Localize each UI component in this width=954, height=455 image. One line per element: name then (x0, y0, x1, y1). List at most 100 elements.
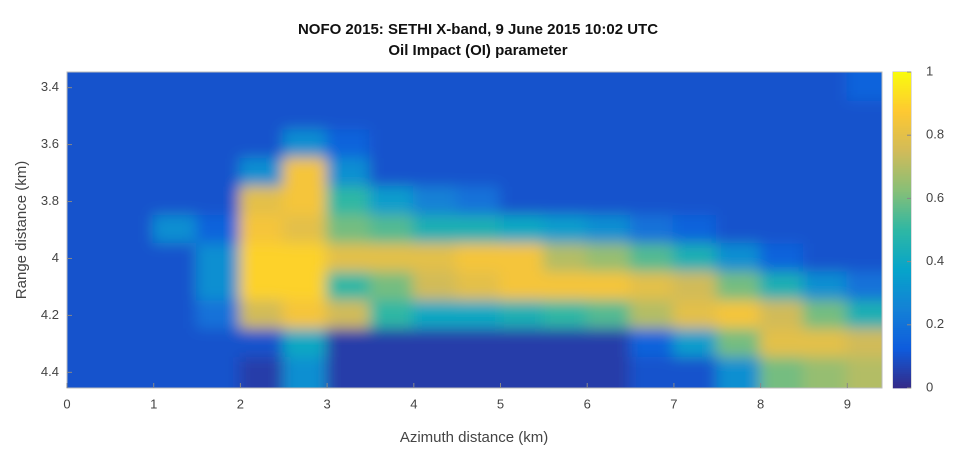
heatmap-cell (369, 52, 414, 102)
colorbar-step (893, 326, 911, 328)
colorbar-step (893, 92, 911, 94)
heatmap-cell (196, 272, 241, 302)
heatmap-cell (543, 243, 588, 273)
heatmap-cell (760, 272, 805, 302)
colorbar-step (893, 266, 911, 268)
heatmap-cell (803, 101, 848, 131)
heatmap-cell (543, 129, 588, 159)
heatmap-cell (283, 272, 328, 302)
heatmap-cell (326, 300, 371, 330)
heatmap-cell (500, 101, 545, 131)
heatmap-cell (369, 215, 414, 245)
x-tick-label: 0 (63, 396, 70, 411)
colorbar-step (893, 122, 911, 124)
heatmap-cell (413, 186, 458, 216)
colorbar-step (893, 86, 911, 88)
heatmap-cell (283, 329, 328, 359)
heatmap-cell (109, 300, 154, 330)
heatmap-cell (109, 129, 154, 159)
colorbar-step (893, 328, 911, 330)
heatmap-cell (673, 357, 718, 407)
heatmap-cell (760, 52, 805, 102)
colorbar-step (893, 88, 911, 90)
chart-subtitle: Oil Impact (OI) parameter (388, 42, 567, 59)
colorbar-step (893, 262, 911, 264)
heatmap-cell (326, 272, 371, 302)
heatmap-cell (803, 186, 848, 216)
heatmap-cell (283, 357, 328, 407)
heatmap-cell (326, 329, 371, 359)
heatmap-cell (283, 129, 328, 159)
heatmap-cell (803, 329, 848, 359)
heatmap-cell (630, 158, 675, 188)
heatmap-cell (413, 129, 458, 159)
heatmap-cell (239, 101, 284, 131)
y-tick-label: 4 (52, 250, 59, 265)
colorbar-step (893, 358, 911, 360)
heatmap-cell (673, 215, 718, 245)
y-tick-label: 4.4 (41, 364, 59, 379)
x-axis-label: Azimuth distance (km) (400, 429, 548, 446)
colorbar-step (893, 204, 911, 206)
y-tick-label: 4.2 (41, 307, 59, 322)
colorbar-step (893, 168, 911, 170)
heatmap-cell (239, 300, 284, 330)
heatmap-cell (153, 272, 198, 302)
heatmap-cell (239, 329, 284, 359)
heatmap-cell (586, 158, 631, 188)
heatmap-cell (326, 101, 371, 131)
colorbar-step (893, 312, 911, 314)
heatmap-cell (239, 158, 284, 188)
colorbar-tick-label: 1 (926, 63, 933, 78)
heatmap-cell (716, 357, 761, 407)
heatmap-cell (109, 52, 154, 102)
heatmap-cell (500, 329, 545, 359)
heatmap-cell (153, 186, 198, 216)
heatmap-cell (153, 357, 198, 407)
colorbar-step (893, 152, 911, 154)
x-tick-label: 2 (237, 396, 244, 411)
colorbar-step (893, 250, 911, 252)
colorbar-step (893, 208, 911, 210)
colorbar-step (893, 316, 911, 318)
chart: NOFO 2015: SETHI X-band, 9 June 2015 10:… (0, 0, 954, 450)
colorbar-step (893, 276, 911, 278)
heatmap-cell (239, 215, 284, 245)
heatmap-cell (283, 52, 328, 102)
colorbar-step (893, 370, 911, 372)
colorbar-step (893, 156, 911, 158)
colorbar-step (893, 164, 911, 166)
colorbar-step (893, 214, 911, 216)
heatmap (46, 52, 912, 407)
heatmap-cell (716, 215, 761, 245)
heatmap-cell (716, 272, 761, 302)
heatmap-cell (413, 215, 458, 245)
colorbar-step (893, 150, 911, 152)
heatmap-cell (109, 357, 154, 407)
y-tick-label: 3.6 (41, 136, 59, 151)
colorbar-step (893, 230, 911, 232)
heatmap-cell (326, 129, 371, 159)
colorbar-tick-label: 0.6 (926, 190, 944, 205)
heatmap-cell (543, 186, 588, 216)
colorbar-step (893, 184, 911, 186)
colorbar-step (893, 188, 911, 190)
heatmap-cell (283, 158, 328, 188)
heatmap-cell (586, 272, 631, 302)
colorbar-step (893, 146, 911, 148)
heatmap-cell (586, 52, 631, 102)
heatmap-cell (413, 329, 458, 359)
heatmap-cell (369, 357, 414, 407)
heatmap-cell (369, 329, 414, 359)
heatmap-cell (760, 101, 805, 131)
colorbar-step (893, 132, 911, 134)
colorbar-step (893, 216, 911, 218)
x-tick-label: 9 (844, 396, 851, 411)
heatmap-cell (153, 215, 198, 245)
colorbar-step (893, 376, 911, 378)
heatmap-cell (716, 129, 761, 159)
heatmap-cell (500, 129, 545, 159)
colorbar-step (893, 210, 911, 212)
heatmap-cell (239, 186, 284, 216)
heatmap-cell (369, 243, 414, 273)
